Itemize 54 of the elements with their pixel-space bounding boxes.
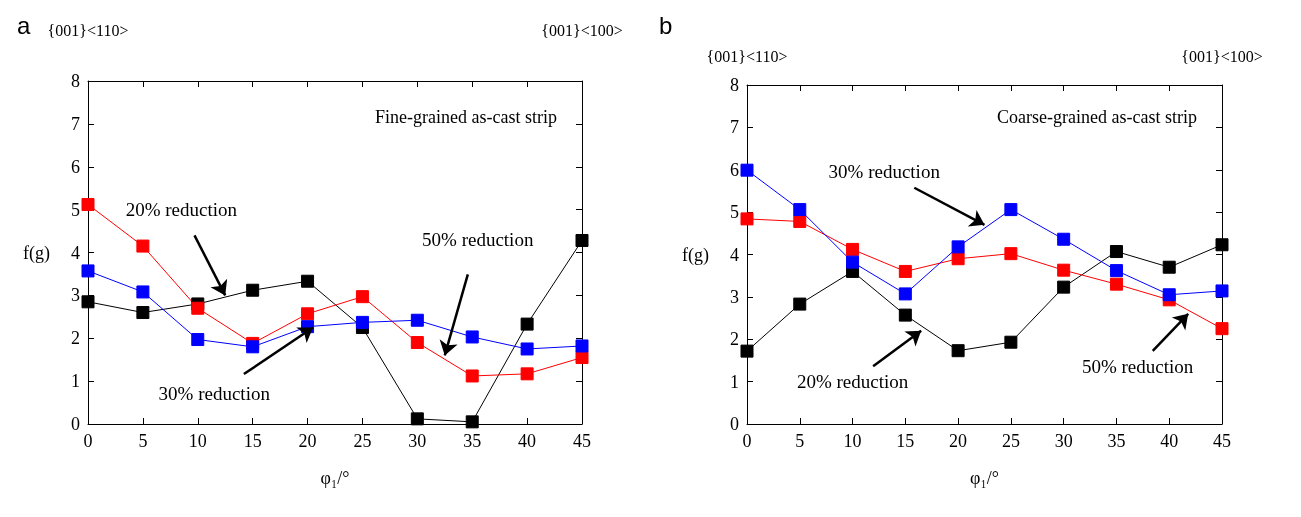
- y-tick-label: 4: [71, 242, 80, 263]
- y-tick-label: 1: [730, 371, 739, 392]
- y-tick-label: 0: [730, 414, 739, 434]
- annotation: 50% reduction: [422, 229, 534, 251]
- x-tick-label: 35: [463, 431, 482, 451]
- chart-title: a: [17, 11, 31, 39]
- x-tick-label: 40: [518, 431, 537, 451]
- x-tick-label: 5: [138, 431, 148, 451]
- y-tick-label: 5: [730, 202, 739, 223]
- annotation: 50% reduction: [1081, 356, 1194, 378]
- x-tick-label: 45: [1213, 431, 1231, 451]
- x-tick-label: 25: [353, 431, 372, 451]
- x-tick-label: 15: [243, 431, 262, 451]
- annotation: 20% reduction: [796, 371, 909, 393]
- x-axis-title: φ₁/°: [320, 468, 350, 488]
- y-tick-label: 7: [730, 117, 739, 138]
- text: {001}<100>: [541, 21, 623, 39]
- y-axis-title: f(g): [23, 242, 50, 264]
- y-tick-label: 1: [71, 371, 80, 392]
- annotation: Fine-grained as-cast strip: [375, 107, 558, 127]
- y-tick-label: 4: [730, 244, 739, 265]
- x-tick-label: 40: [1160, 431, 1179, 451]
- y-tick-label: 8: [730, 75, 739, 95]
- chart-title: b: [659, 11, 673, 39]
- x-tick-label: 10: [843, 431, 862, 451]
- y-tick-label: 6: [71, 156, 80, 177]
- x-tick-label: 35: [1107, 431, 1126, 451]
- x-tick-label: 25: [1001, 431, 1020, 451]
- x-tick-label: 30: [408, 431, 427, 451]
- x-tick-label: 45: [573, 431, 591, 451]
- x-tick-label: 20: [949, 431, 968, 451]
- x-tick-label: 5: [795, 431, 805, 451]
- x-tick-label: 20: [298, 431, 317, 451]
- x-tick-label: 15: [896, 431, 915, 451]
- x-tick-label: 30: [1054, 431, 1073, 451]
- y-tick-label: 8: [71, 71, 80, 91]
- annotation: Coarse-grained as-cast strip: [997, 107, 1198, 127]
- text: {001}<110>: [706, 47, 788, 65]
- y-tick-label: 3: [730, 286, 739, 307]
- y-tick-label: 3: [71, 285, 80, 306]
- y-tick-label: 5: [71, 199, 80, 220]
- x-tick-label: 10: [188, 431, 207, 451]
- text: {001}<110>: [47, 21, 129, 39]
- y-tick-label: 6: [730, 159, 739, 180]
- annotation: 30% reduction: [158, 383, 271, 405]
- annotation: 30% reduction: [828, 161, 941, 183]
- y-axis-title: f(g): [682, 244, 709, 266]
- y-tick-label: 0: [71, 414, 80, 434]
- annotation: 20% reduction: [125, 199, 238, 221]
- y-tick-label: 2: [71, 328, 80, 349]
- text: {001}<100>: [1181, 47, 1263, 65]
- y-tick-label: 2: [730, 329, 739, 350]
- x-axis-title: φ₁/°: [970, 468, 999, 488]
- y-tick-label: 7: [71, 113, 80, 134]
